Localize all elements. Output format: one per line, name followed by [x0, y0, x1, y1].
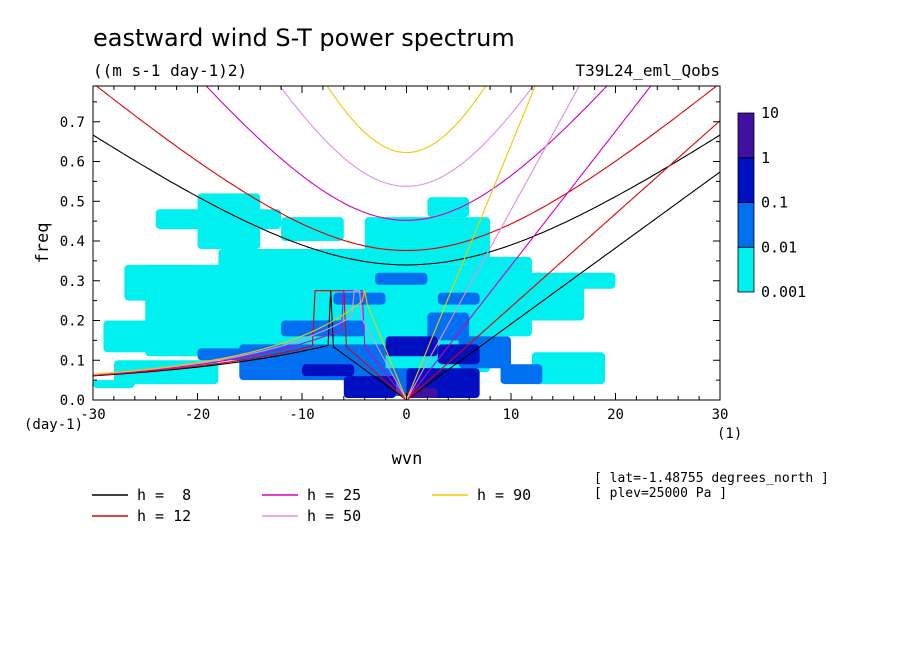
legend-label: h = 90 [477, 486, 531, 504]
colorbar-swatch [737, 202, 755, 248]
x-axis-title: wvn [392, 449, 423, 469]
power-region [343, 376, 397, 399]
colorbar-swatch [737, 246, 755, 293]
power-region [302, 364, 355, 377]
mixed-rossby-gravity-curve [93, 290, 407, 400]
colorbar-label: 0.001 [761, 283, 806, 301]
power-region [385, 336, 438, 357]
curve-legend: h = 8 h = 12 h = 25 h = 50 h = 90 [92, 486, 531, 525]
colorbar-label: 1 [761, 149, 770, 167]
colorbar-swatch [737, 112, 755, 159]
mixed-rossby-gravity-curve [93, 290, 407, 400]
inertio-gravity-curve [279, 86, 534, 187]
colorbar-label: 0.1 [761, 194, 788, 212]
y-tick-label: 0.3 [60, 274, 85, 290]
power-field [93, 193, 616, 399]
power-region [155, 209, 282, 230]
y-tick-label: 0.2 [60, 314, 85, 330]
kelvin-curve [405, 86, 536, 400]
power-region [281, 320, 365, 337]
power-region [124, 264, 198, 301]
chart-subtitle: ((m s-1 day-1)2) [93, 61, 247, 80]
colorbar-label: 0.01 [761, 238, 797, 256]
kelvin-curve [406, 171, 720, 400]
power-region [364, 217, 491, 265]
dispersion-curves [93, 86, 720, 400]
axes: -30 -20 -10 0 10 20 30 0.0 0.1 0.2 0.3 0.4 0.5 0.6 0.7 [60, 86, 729, 423]
power-region [427, 197, 470, 218]
power-region [437, 292, 480, 305]
power-region [500, 364, 543, 385]
legend-label: h = 25 [307, 486, 361, 504]
inertio-gravity-curve [93, 134, 720, 266]
x-tick-label: 0 [402, 407, 410, 423]
y-tick-label: 0.0 [60, 393, 85, 409]
y-tick-label: 0.4 [60, 234, 85, 250]
run-label: T39L24_eml_Qobs [576, 61, 721, 80]
chart-title: eastward wind S-T power spectrum [93, 24, 515, 52]
kelvin-curve [406, 86, 652, 400]
y-tick-label: 0.6 [60, 155, 85, 171]
colorbar: 0.001 0.01 0.1 1 10 [737, 104, 806, 301]
kelvin-curve [406, 86, 580, 400]
kelvin-curve [406, 120, 720, 400]
legend-label: h = 12 [137, 507, 191, 525]
y-tick-label: 0.5 [60, 194, 85, 210]
power-region [427, 312, 470, 341]
y-tick-label: 0.1 [60, 353, 85, 369]
power-region [531, 352, 606, 385]
legend-label: h = 8 [137, 486, 191, 504]
info-pressure-level: [ plev=25000 Pa ] [594, 486, 727, 501]
power-region [437, 344, 480, 365]
colorbar-label: 10 [761, 104, 779, 122]
colorbar-swatch [737, 157, 755, 203]
power-region [93, 380, 135, 389]
inertio-gravity-curve [205, 86, 608, 221]
y-tick-label: 0.7 [60, 115, 85, 131]
power-region [375, 272, 428, 285]
power-region [103, 320, 282, 353]
x-tick-label: -20 [185, 407, 210, 423]
x-tick-label: 10 [503, 407, 520, 423]
info-latitude: [ lat=-1.48755 degrees_north ] [594, 471, 829, 486]
x-unit-label: (1) [717, 426, 742, 442]
power-region [333, 292, 386, 305]
inertio-gravity-curve [326, 86, 487, 154]
mixed-rossby-gravity-curve [93, 290, 408, 400]
x-tick-label: 30 [712, 407, 729, 423]
y-axis-title: freq [33, 223, 53, 264]
x-tick-label: -30 [80, 407, 105, 423]
x-tick-label: -10 [289, 407, 314, 423]
y-unit-label: (day-1) [24, 417, 83, 433]
legend-label: h = 50 [307, 507, 361, 525]
x-tick-label: 20 [607, 407, 624, 423]
inertio-gravity-curve [95, 86, 718, 252]
